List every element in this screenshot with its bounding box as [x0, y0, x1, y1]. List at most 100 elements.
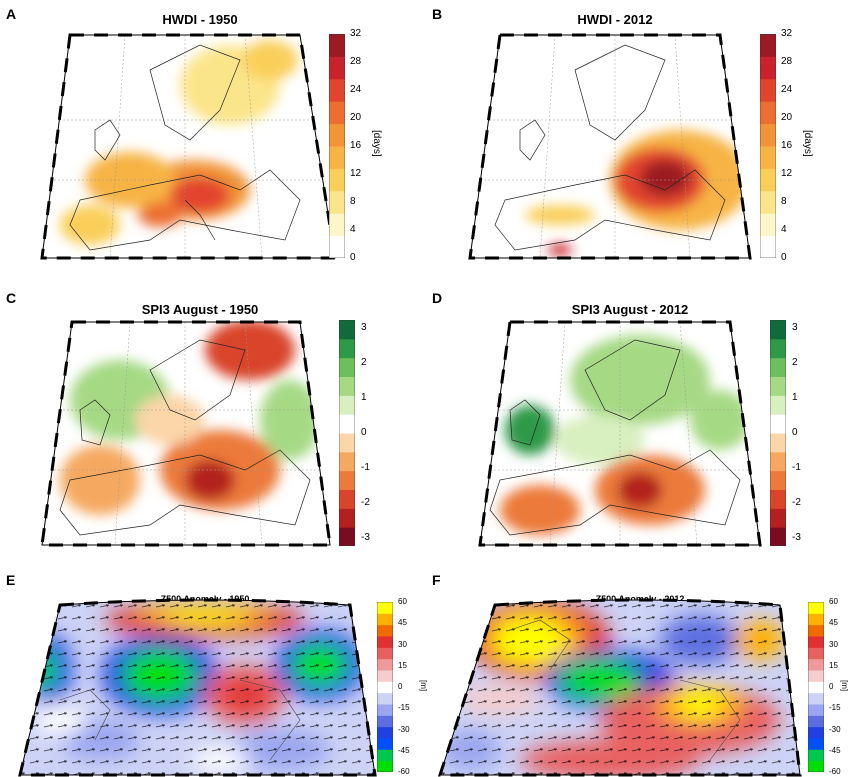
colorbar-swatch — [760, 168, 776, 192]
colorbar-swatch — [377, 681, 393, 694]
colorbar-swatch — [377, 636, 393, 648]
colorbar-tick-label: -30 — [829, 724, 841, 734]
colorbar-swatch — [808, 636, 824, 648]
panel-title: Z500 Anomaly - 1950 — [160, 594, 250, 604]
colorbar-tick-label: 0 — [350, 252, 356, 263]
colorbar-tick-label: -1 — [361, 462, 370, 473]
hwdi-colorbar-b — [759, 33, 777, 259]
colorbar-swatch — [377, 726, 393, 739]
colorbar-swatch — [770, 357, 786, 377]
colorbar-swatch — [329, 190, 345, 214]
colorbar-swatch — [770, 338, 786, 359]
colorbar-tick-label: 4 — [781, 224, 787, 235]
colorbar-swatch — [808, 602, 824, 614]
colorbar-tick-label: 1 — [361, 392, 367, 403]
colorbar-swatch — [808, 613, 824, 626]
colorbar-tick-label: 0 — [361, 427, 367, 438]
colorbar-swatch — [329, 168, 345, 192]
colorbar-tick-label: 24 — [350, 84, 362, 95]
colorbar-swatch — [808, 726, 824, 739]
panel-title: SPI3 August - 2012 — [571, 302, 689, 317]
colorbar-tick-label: -15 — [398, 703, 410, 713]
panel-letter: D — [432, 290, 443, 306]
colorbar-tick-label: 60 — [829, 597, 838, 606]
colorbar-swatch — [377, 715, 393, 728]
colorbar-tick-label: -30 — [398, 724, 410, 734]
colorbar-swatch — [808, 658, 824, 671]
colorbar-swatch — [760, 123, 776, 147]
colorbar-swatch — [760, 34, 776, 57]
colorbar-unit: [days] — [371, 130, 382, 157]
colorbar-tick-label: -3 — [361, 532, 370, 543]
colorbar-gradient — [769, 319, 787, 547]
colorbar-tick-label: 15 — [829, 660, 838, 670]
panel-title: HWDI - 1950 — [162, 12, 238, 27]
colorbar-swatch — [770, 376, 786, 396]
colorbar-swatch — [808, 681, 824, 694]
colorbar-swatch — [339, 320, 355, 340]
colorbar-swatch — [339, 470, 355, 490]
colorbar-tick-label: -60 — [829, 767, 841, 776]
colorbar-tick-label: 60 — [398, 597, 407, 606]
colorbar-swatch — [377, 704, 393, 716]
colorbar-swatch — [339, 527, 355, 547]
colorbar-swatch — [329, 213, 345, 237]
colorbar-gradient — [376, 601, 394, 773]
colorbar-tick-label: 8 — [781, 196, 787, 207]
colorbar-tick-label: 16 — [781, 140, 793, 151]
colorbar-tick-label: 0 — [781, 252, 787, 263]
colorbar-tick-label: 28 — [350, 56, 362, 67]
colorbar-swatch — [760, 235, 776, 259]
colorbar-tick-label: 45 — [398, 618, 407, 628]
colorbar-tick-label: -2 — [792, 497, 801, 508]
panel-letter: F — [432, 572, 441, 588]
colorbar-tick-label: 3 — [792, 322, 798, 333]
colorbar-tick-label: -15 — [829, 703, 841, 713]
colorbar-tick-label: -3 — [792, 532, 801, 543]
colorbar-tick-label: 0 — [792, 427, 798, 438]
colorbar-swatch — [770, 527, 786, 547]
colorbar-tick-label: -1 — [792, 462, 801, 473]
colorbar-swatch — [329, 34, 345, 57]
colorbar-swatch — [339, 357, 355, 377]
colorbar-gradient — [328, 33, 346, 259]
colorbar-unit: [m] — [840, 680, 849, 692]
colorbar-swatch — [329, 78, 345, 102]
colorbar-swatch — [339, 451, 355, 472]
hwdi-colorbar-a — [328, 33, 346, 259]
colorbar-swatch — [329, 123, 345, 147]
colorbar-swatch — [808, 738, 824, 750]
colorbar-swatch — [377, 647, 393, 660]
colorbar-swatch — [760, 101, 776, 125]
colorbar-swatch — [377, 613, 393, 626]
panel-letter: C — [6, 290, 17, 306]
colorbar-swatch — [808, 670, 824, 682]
colorbar-swatch — [808, 704, 824, 716]
colorbar-swatch — [377, 658, 393, 671]
colorbar-gradient — [807, 601, 825, 773]
colorbar-swatch — [339, 376, 355, 396]
colorbar-swatch — [339, 489, 355, 509]
colorbar-swatch — [329, 56, 345, 80]
colorbar-tick-label: 24 — [781, 84, 793, 95]
colorbar-tick-label: 0 — [829, 682, 834, 691]
colorbar-tick-label: -60 — [398, 767, 410, 776]
z500-colorbar-e — [376, 601, 394, 773]
colorbar-swatch — [329, 235, 345, 259]
panel-title: Z500 Anomaly - 2012 — [595, 594, 685, 604]
colorbar-swatch — [339, 338, 355, 359]
colorbar-swatch — [770, 470, 786, 490]
colorbar-tick-label: 4 — [350, 224, 356, 235]
colorbar-swatch — [339, 508, 355, 528]
colorbar-gradient — [338, 319, 356, 547]
colorbar-swatch — [770, 451, 786, 472]
colorbar-unit: [m] — [419, 680, 428, 692]
colorbar-swatch — [339, 395, 355, 415]
panel-letter: A — [6, 6, 17, 22]
colorbar-swatch — [808, 647, 824, 660]
colorbar-swatch — [770, 320, 786, 340]
colorbar-tick-label: 28 — [781, 56, 793, 67]
